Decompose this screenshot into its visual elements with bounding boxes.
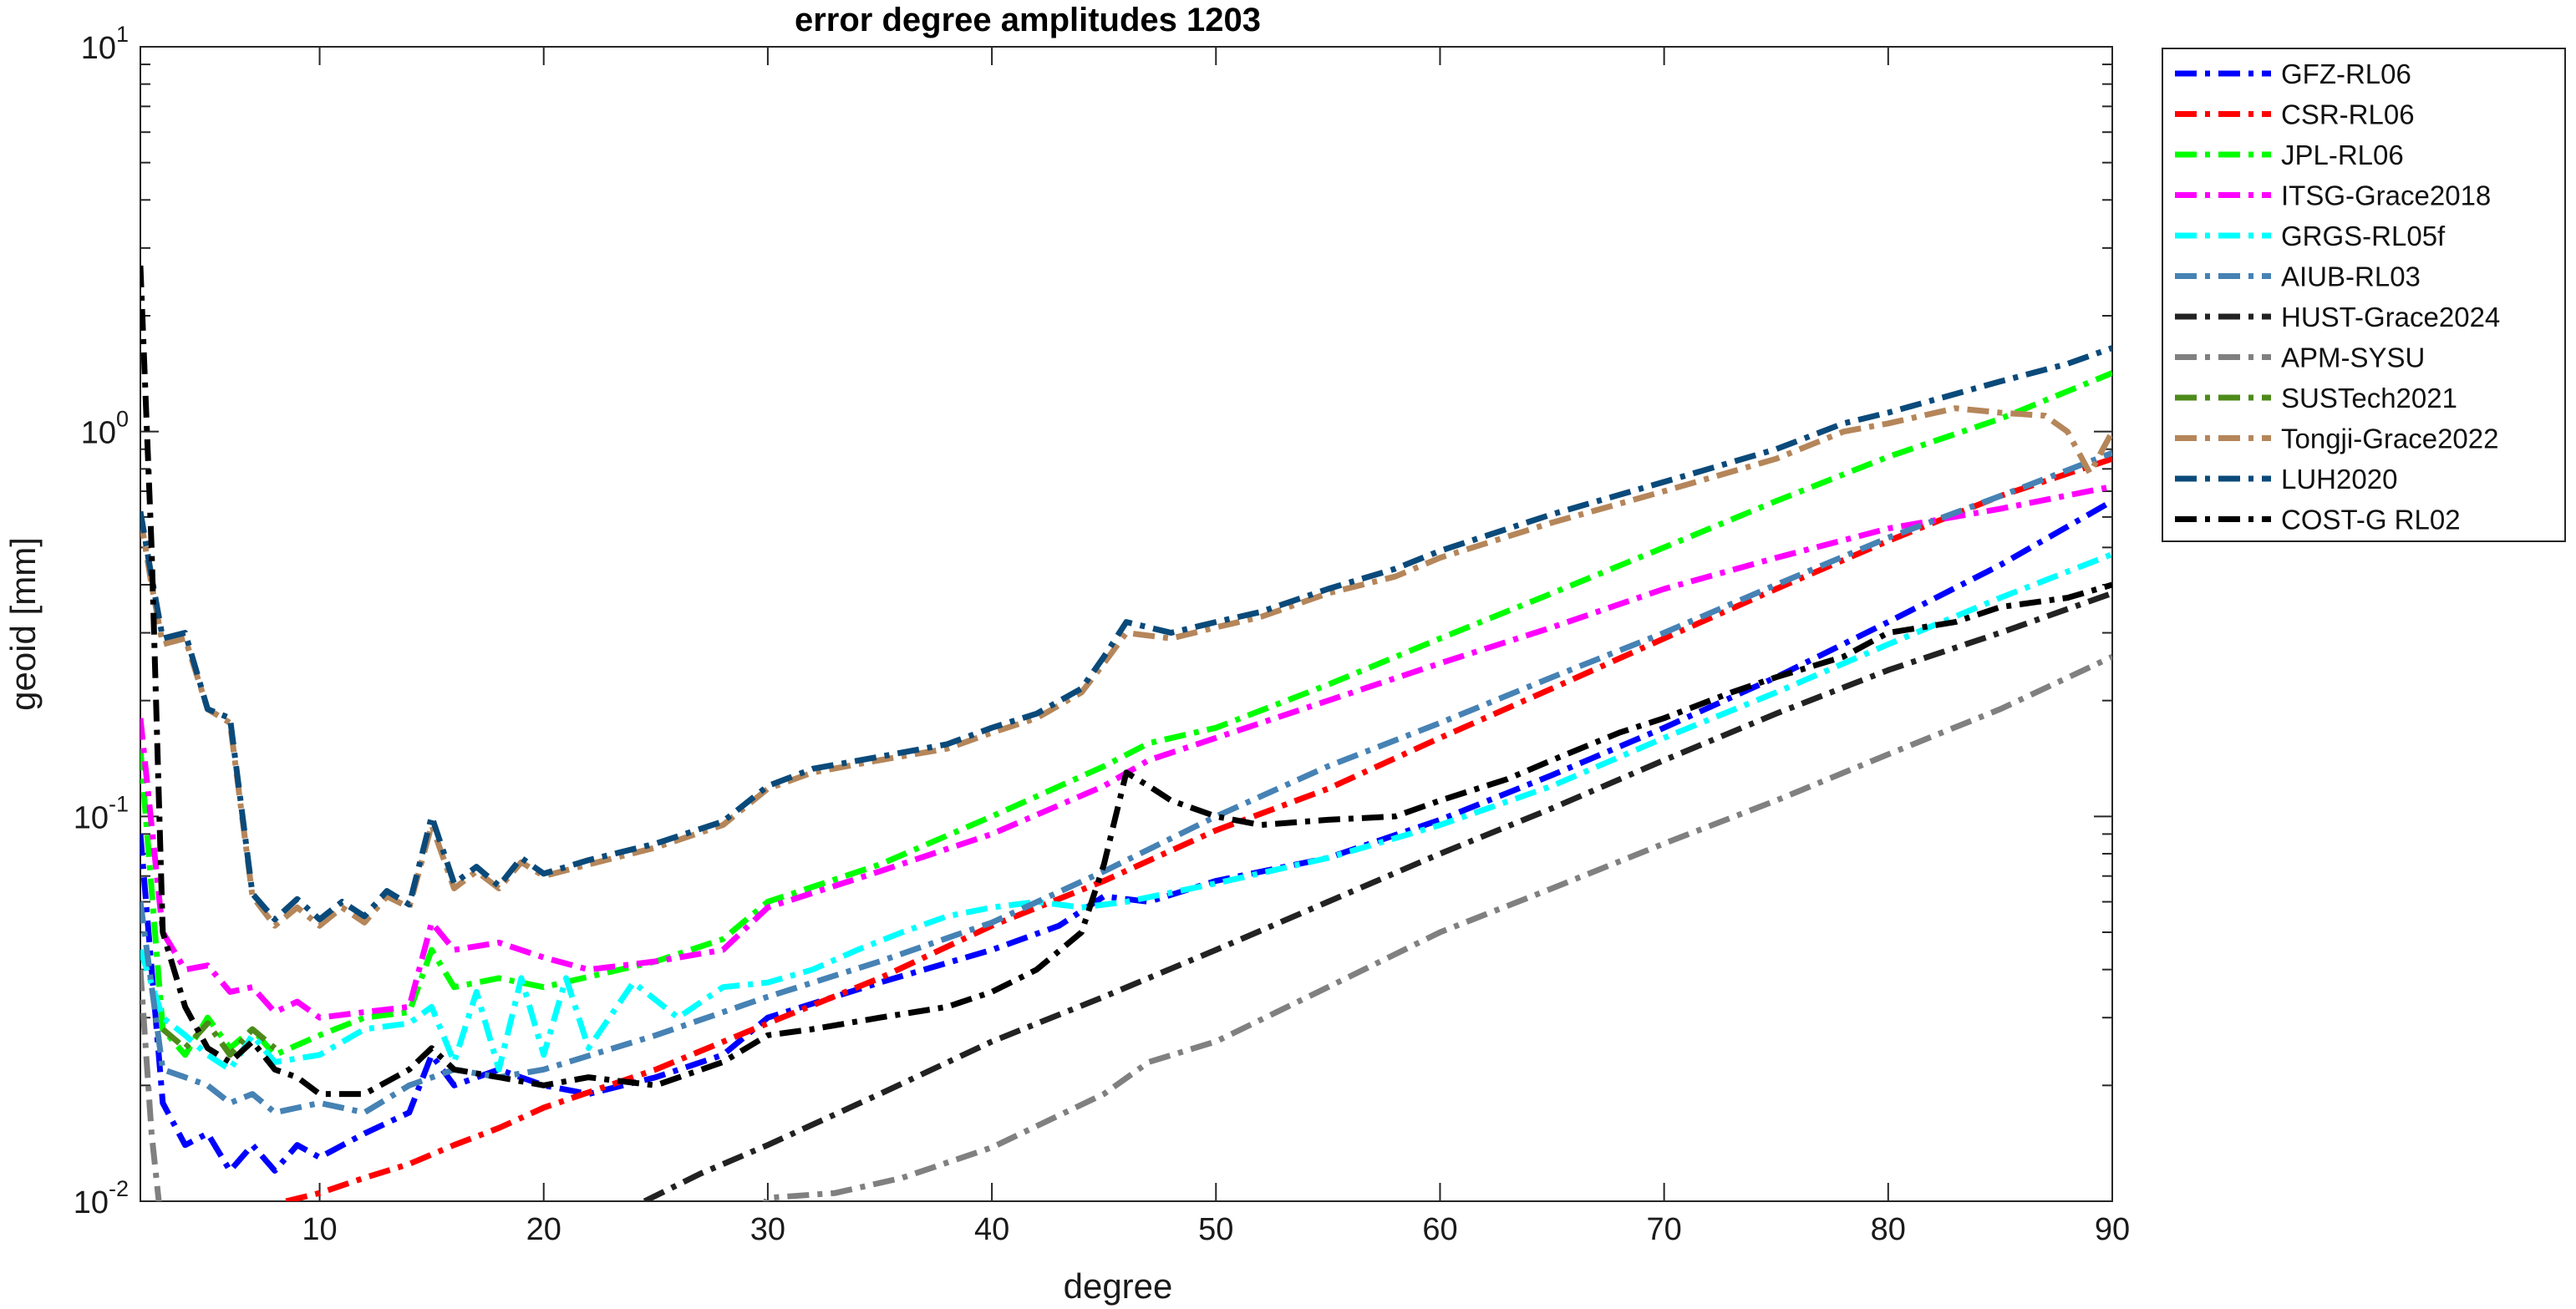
legend-label-grgs-rl05f: GRGS-RL05f (2281, 221, 2446, 251)
series-line-tongji-grace2022 (140, 405, 2112, 929)
legend-label-luh2020: LUH2020 (2281, 464, 2397, 495)
legend-label-jpl-rl06: JPL-RL06 (2281, 140, 2404, 170)
axis-ticks (140, 46, 2113, 1202)
y-axis-label: geoid [mm] (3, 537, 43, 711)
series-line-itsg-grace2018 (140, 483, 2112, 1021)
x-tick-label: 10 (302, 1212, 337, 1247)
series-lines (140, 265, 2112, 1201)
y-tick-label: 10-1 (74, 791, 129, 835)
x-tick-label: 50 (1198, 1212, 1233, 1247)
y-tick-label: 100 (81, 407, 129, 451)
x-axis-label: degree (1064, 1266, 1173, 1306)
legend-label-csr-rl06: CSR-RL06 (2281, 99, 2415, 130)
x-tick-labels: 10 20 30 40 50 60 70 80 90 (302, 1212, 2130, 1247)
legend-label-sustech2021: SUSTech2021 (2281, 383, 2457, 414)
x-tick-label: 30 (750, 1212, 785, 1247)
series-line-gfz-rl06 (140, 498, 2112, 1174)
legend-label-tongji-grace2022: Tongji-Grace2022 (2281, 424, 2499, 454)
legend-label-aiub-rl03: AIUB-RL03 (2281, 261, 2421, 292)
series-line-hust-grace2024 (643, 590, 2112, 1201)
series-line-cost-g-rl02 (140, 265, 2112, 1098)
x-tick-label: 20 (526, 1212, 561, 1247)
x-tick-label: 60 (1422, 1212, 1457, 1247)
chart-title: error degree amplitudes 1203 (795, 2, 1261, 38)
y-tick-label: 10-2 (74, 1176, 129, 1220)
series-line-luh2020 (140, 345, 2112, 923)
series-line-grgs-rl05f (140, 551, 2112, 1073)
x-tick-label: 80 (1871, 1212, 1906, 1247)
x-tick-label: 90 (2095, 1212, 2130, 1247)
x-tick-label: 70 (1646, 1212, 1681, 1247)
legend-label-itsg-grace2018: ITSG-Grace2018 (2281, 180, 2491, 211)
legend-label-hust-grace2024: HUST-Grace2024 (2281, 302, 2500, 332)
y-tick-labels: 10-2 10-1 100 101 (74, 22, 129, 1220)
legend-box (2162, 48, 2566, 542)
legend-label-cost-g-rl02: COST-G RL02 (2281, 505, 2461, 535)
series-line-apm-sysu (140, 969, 162, 1201)
series-line-aiub-rl03 (140, 449, 2112, 1116)
legend-label-gfz-rl06: GFZ-RL06 (2281, 58, 2411, 89)
legend: GFZ-RL06 CSR-RL06 JPL-RL06 ITSG-Grace2018 GR… (2162, 48, 2566, 542)
series-line-csr-rl06 (285, 455, 2112, 1201)
x-tick-label: 40 (974, 1212, 1009, 1247)
series-line-sustech2021 (160, 1020, 277, 1058)
y-tick-label: 101 (81, 22, 129, 66)
series-line-apm-sysu-b (762, 654, 2112, 1201)
legend-label-apm-sysu: APM-SYSU (2281, 342, 2425, 373)
